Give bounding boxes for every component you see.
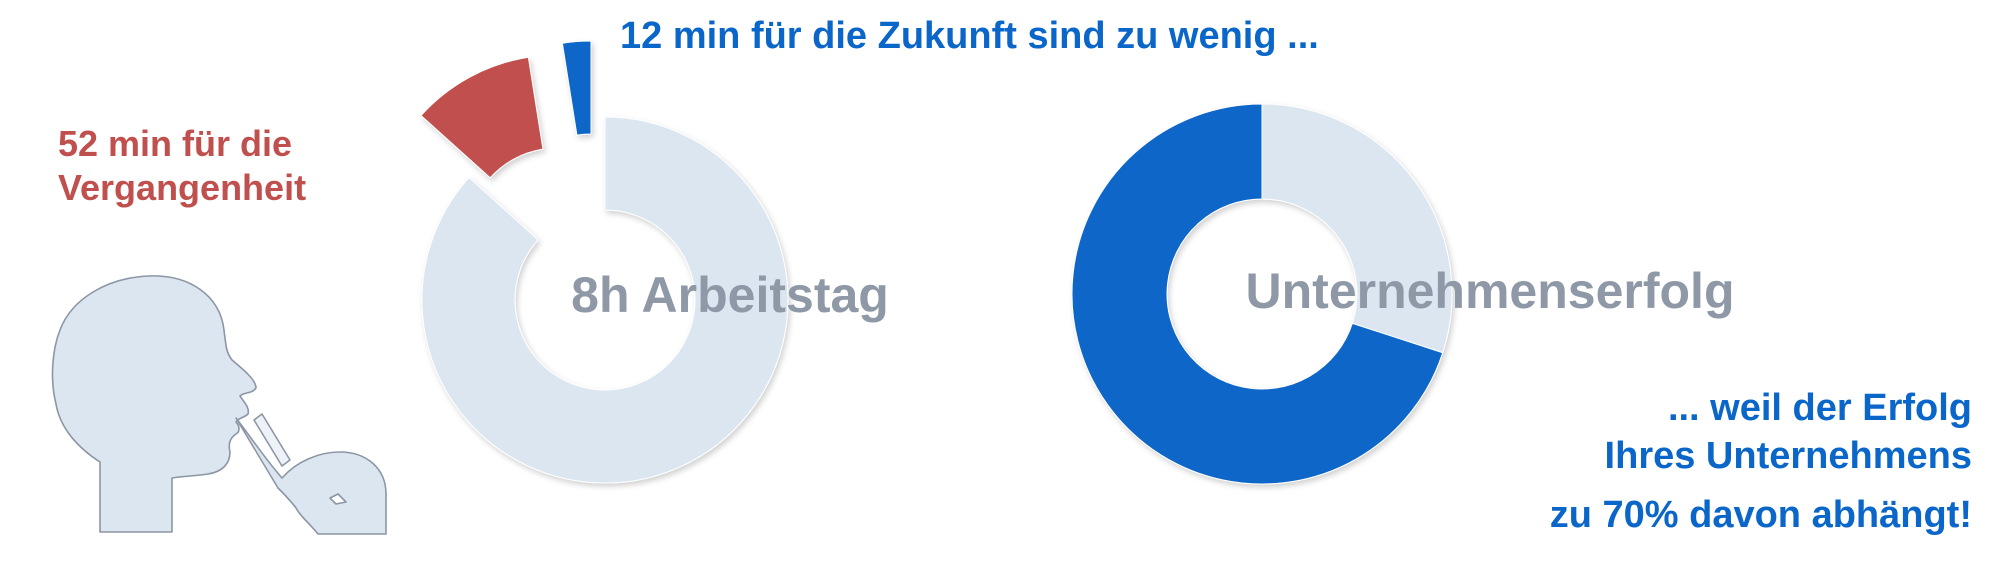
conclusion-text: ... weil der Erfolg Ihres Unternehmens z…: [1550, 387, 1972, 536]
workday-slice-1: [561, 40, 592, 136]
workday-slice-0: [420, 56, 544, 179]
past-label: 52 min für die Vergangenheit: [58, 123, 306, 208]
past-label-line2: Vergangenheit: [58, 167, 306, 208]
success-donut-chart: [1071, 103, 1453, 485]
success-slice-0: [1071, 103, 1444, 485]
success-center-label: Unternehmenserfolg: [1246, 263, 1735, 319]
conclusion-line3: zu 70% davon abhängt!: [1550, 494, 1972, 536]
workday-slice-2: [421, 116, 789, 484]
conclusion-line2: Ihres Unternehmens: [1605, 435, 1972, 477]
thinking-person-icon: [51, 275, 387, 535]
success-slice-1: [1261, 103, 1453, 354]
future-title: 12 min für die Zukunft sind zu wenig ...: [620, 15, 1319, 57]
workday-center-label: 8h Arbeitstag: [571, 267, 889, 323]
past-label-line1: 52 min für die: [58, 123, 292, 164]
conclusion-line1: ... weil der Erfolg: [1668, 387, 1972, 429]
workday-donut-chart: [420, 40, 789, 484]
